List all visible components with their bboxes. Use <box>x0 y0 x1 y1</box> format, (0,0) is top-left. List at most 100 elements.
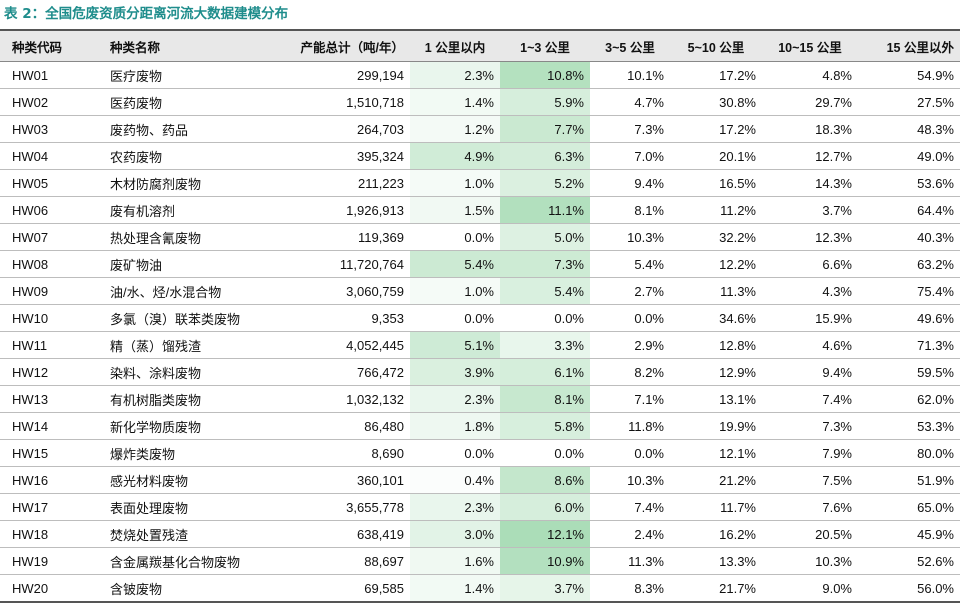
cell-3-5km: 10.3% <box>590 223 670 251</box>
cell-beyond-15km: 59.5% <box>858 358 960 386</box>
cell-within-1km: 5.4% <box>410 250 500 278</box>
cell-10-15km: 9.4% <box>762 358 858 386</box>
cell-beyond-15km: 40.3% <box>858 223 960 251</box>
table-row: HW15 爆炸类废物 8,690 0.0% 0.0% 0.0% 12.1% 7.9% 80.0% <box>0 439 960 467</box>
cell-name: 含铍废物 <box>104 574 272 603</box>
cell-capacity: 88,697 <box>272 547 410 575</box>
cell-10-15km: 18.3% <box>762 115 858 143</box>
cell-capacity: 264,703 <box>272 115 410 143</box>
cell-3-5km: 7.3% <box>590 115 670 143</box>
cell-beyond-15km: 63.2% <box>858 250 960 278</box>
column-header-code: 种类代码 <box>0 29 104 62</box>
cell-beyond-15km: 45.9% <box>858 520 960 548</box>
cell-code: HW03 <box>0 115 104 143</box>
cell-5-10km: 17.2% <box>670 61 762 89</box>
cell-5-10km: 17.2% <box>670 115 762 143</box>
cell-capacity: 299,194 <box>272 61 410 89</box>
cell-name: 爆炸类废物 <box>104 439 272 467</box>
cell-capacity: 3,655,778 <box>272 493 410 521</box>
cell-5-10km: 11.3% <box>670 277 762 305</box>
cell-1-3km: 11.1% <box>500 196 590 224</box>
cell-name: 热处理含氰废物 <box>104 223 272 251</box>
cell-beyond-15km: 71.3% <box>858 331 960 359</box>
cell-beyond-15km: 56.0% <box>858 574 960 603</box>
cell-name: 农药废物 <box>104 142 272 170</box>
table-row: HW02 医药废物 1,510,718 1.4% 5.9% 4.7% 30.8% 29.7% 2… <box>0 88 960 116</box>
cell-name: 焚烧处置残渣 <box>104 520 272 548</box>
table-row: HW13 有机树脂类废物 1,032,132 2.3% 8.1% 7.1% 13.1% 7.4… <box>0 385 960 413</box>
cell-3-5km: 10.3% <box>590 466 670 494</box>
table-row: HW06 废有机溶剂 1,926,913 1.5% 11.1% 8.1% 11.2% 3.7%… <box>0 196 960 224</box>
cell-1-3km: 6.3% <box>500 142 590 170</box>
cell-capacity: 119,369 <box>272 223 410 251</box>
cell-code: HW06 <box>0 196 104 224</box>
cell-1-3km: 3.3% <box>500 331 590 359</box>
table-row: HW20 含铍废物 69,585 1.4% 3.7% 8.3% 21.7% 9.0% 56.0% <box>0 574 960 603</box>
cell-5-10km: 12.8% <box>670 331 762 359</box>
cell-10-15km: 12.7% <box>762 142 858 170</box>
cell-10-15km: 6.6% <box>762 250 858 278</box>
cell-10-15km: 4.8% <box>762 61 858 89</box>
cell-3-5km: 4.7% <box>590 88 670 116</box>
cell-capacity: 11,720,764 <box>272 250 410 278</box>
cell-within-1km: 1.4% <box>410 574 500 603</box>
cell-5-10km: 13.3% <box>670 547 762 575</box>
cell-within-1km: 0.0% <box>410 304 500 332</box>
cell-10-15km: 29.7% <box>762 88 858 116</box>
cell-within-1km: 2.3% <box>410 493 500 521</box>
cell-beyond-15km: 52.6% <box>858 547 960 575</box>
cell-capacity: 395,324 <box>272 142 410 170</box>
cell-within-1km: 1.0% <box>410 277 500 305</box>
cell-name: 油/水、烃/水混合物 <box>104 277 272 305</box>
table-row: HW17 表面处理废物 3,655,778 2.3% 6.0% 7.4% 11.7% 7.6%… <box>0 493 960 521</box>
table-header-row: 种类代码 种类名称 产能总计（吨/年） 1 公里以内 1~3 公里 3~5 公里… <box>0 29 960 62</box>
cell-1-3km: 8.1% <box>500 385 590 413</box>
table-row: HW11 精（蒸）馏残渣 4,052,445 5.1% 3.3% 2.9% 12.8% 4.6… <box>0 331 960 359</box>
cell-3-5km: 8.2% <box>590 358 670 386</box>
cell-code: HW02 <box>0 88 104 116</box>
cell-within-1km: 1.6% <box>410 547 500 575</box>
table-row: HW09 油/水、烃/水混合物 3,060,759 1.0% 5.4% 2.7% 11.3%… <box>0 277 960 305</box>
cell-5-10km: 12.2% <box>670 250 762 278</box>
cell-1-3km: 5.2% <box>500 169 590 197</box>
cell-capacity: 86,480 <box>272 412 410 440</box>
table-row: HW18 焚烧处置残渣 638,419 3.0% 12.1% 2.4% 16.2% 20.5%… <box>0 520 960 548</box>
cell-code: HW14 <box>0 412 104 440</box>
cell-within-1km: 1.5% <box>410 196 500 224</box>
cell-5-10km: 13.1% <box>670 385 762 413</box>
cell-beyond-15km: 80.0% <box>858 439 960 467</box>
cell-3-5km: 8.1% <box>590 196 670 224</box>
cell-code: HW20 <box>0 574 104 603</box>
cell-name: 新化学物质废物 <box>104 412 272 440</box>
cell-name: 医疗废物 <box>104 61 272 89</box>
cell-name: 染料、涂料废物 <box>104 358 272 386</box>
cell-within-1km: 2.3% <box>410 385 500 413</box>
cell-capacity: 4,052,445 <box>272 331 410 359</box>
cell-10-15km: 10.3% <box>762 547 858 575</box>
cell-beyond-15km: 48.3% <box>858 115 960 143</box>
cell-1-3km: 7.3% <box>500 250 590 278</box>
cell-3-5km: 7.0% <box>590 142 670 170</box>
cell-capacity: 8,690 <box>272 439 410 467</box>
cell-name: 废药物、药品 <box>104 115 272 143</box>
cell-5-10km: 19.9% <box>670 412 762 440</box>
cell-3-5km: 11.8% <box>590 412 670 440</box>
cell-capacity: 1,032,132 <box>272 385 410 413</box>
cell-beyond-15km: 27.5% <box>858 88 960 116</box>
cell-capacity: 3,060,759 <box>272 277 410 305</box>
column-header-1-3km: 1~3 公里 <box>500 29 590 62</box>
column-header-beyond-15km: 15 公里以外 <box>858 29 960 62</box>
column-header-name: 种类名称 <box>104 29 272 62</box>
cell-1-3km: 10.8% <box>500 61 590 89</box>
cell-5-10km: 34.6% <box>670 304 762 332</box>
cell-beyond-15km: 65.0% <box>858 493 960 521</box>
cell-name: 多氯（溴）联苯类废物 <box>104 304 272 332</box>
cell-within-1km: 1.4% <box>410 88 500 116</box>
cell-5-10km: 20.1% <box>670 142 762 170</box>
cell-code: HW13 <box>0 385 104 413</box>
cell-within-1km: 0.0% <box>410 439 500 467</box>
table-row: HW10 多氯（溴）联苯类废物 9,353 0.0% 0.0% 0.0% 34.6% 15.9… <box>0 304 960 332</box>
cell-3-5km: 2.9% <box>590 331 670 359</box>
table-row: HW08 废矿物油 11,720,764 5.4% 7.3% 5.4% 12.2% 6.6% 6… <box>0 250 960 278</box>
table-row: HW05 木材防腐剂废物 211,223 1.0% 5.2% 9.4% 16.5% 14.3%… <box>0 169 960 197</box>
